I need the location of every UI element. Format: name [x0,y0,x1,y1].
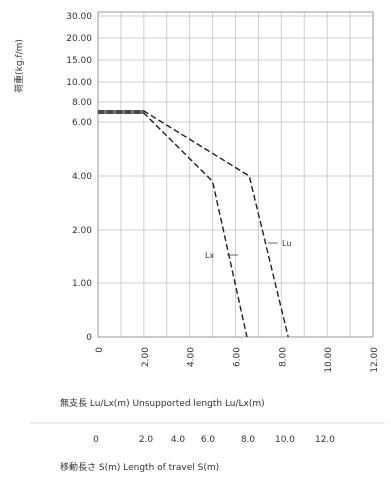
secondary-x-tick-labels: 0 2.0 4.0 6.0 8.0 10.0 12.0 [93,435,335,445]
x-axis-label: 無支長 Lu/Lx(m) Unsupported length Lu/Lx(m) [60,397,265,409]
x-tick-label: 12.00 [370,347,380,373]
secondary-x-tick-label: 12.0 [315,435,335,445]
secondary-x-tick-label: 4.0 [171,435,186,445]
y-tick-label: 1.00 [72,279,92,289]
series-group: Lx Lu [98,110,291,338]
secondary-x-tick-label: 0 [93,435,99,445]
x-tick-label: 4.00 [187,347,197,367]
x-tick-label: 8.00 [278,347,288,367]
y-tick-label: 30.00 [66,12,92,22]
x-tick-labels: 0 2.00 4.00 6.00 8.00 10.00 12.00 [95,347,380,373]
y-tick-label: 6.00 [72,118,92,128]
grid [97,11,374,338]
y-tick-labels: 0 1.00 2.00 4.00 6.00 8.00 10.00 15.00 20.00 30.0… [66,12,92,343]
secondary-x-tick-label: 10.0 [275,435,295,445]
secondary-x-tick-label: 2.0 [139,435,154,445]
x-tick-label: 10.00 [324,347,334,373]
y-tick-label: 2.00 [72,226,92,236]
y-tick-label: 10.00 [66,78,92,88]
x-tick-label: 0 [95,347,105,353]
series-label-lx: Lx [205,251,214,260]
y-tick-label: 8.00 [72,98,92,108]
plot-frame [97,11,374,338]
secondary-x-axis-label: 移動長さ S(m) Length of travel S(m) [60,461,219,473]
x-tick-label: 6.00 [233,347,243,367]
y-axis-label: 荷重(kg.f/m) [13,39,25,93]
series-line-lx [98,112,248,338]
y-tick-label: 4.00 [72,172,92,182]
series-line-lu [98,110,289,338]
y-tick-label: 15.00 [66,56,92,66]
y-tick-label: 0 [86,333,92,343]
series-label-lu: Lu [282,239,291,248]
x-tick-label: 2.00 [141,347,151,367]
secondary-x-tick-label: 6.0 [201,435,216,445]
secondary-x-tick-label: 8.0 [241,435,256,445]
y-tick-label: 20.00 [66,34,92,44]
